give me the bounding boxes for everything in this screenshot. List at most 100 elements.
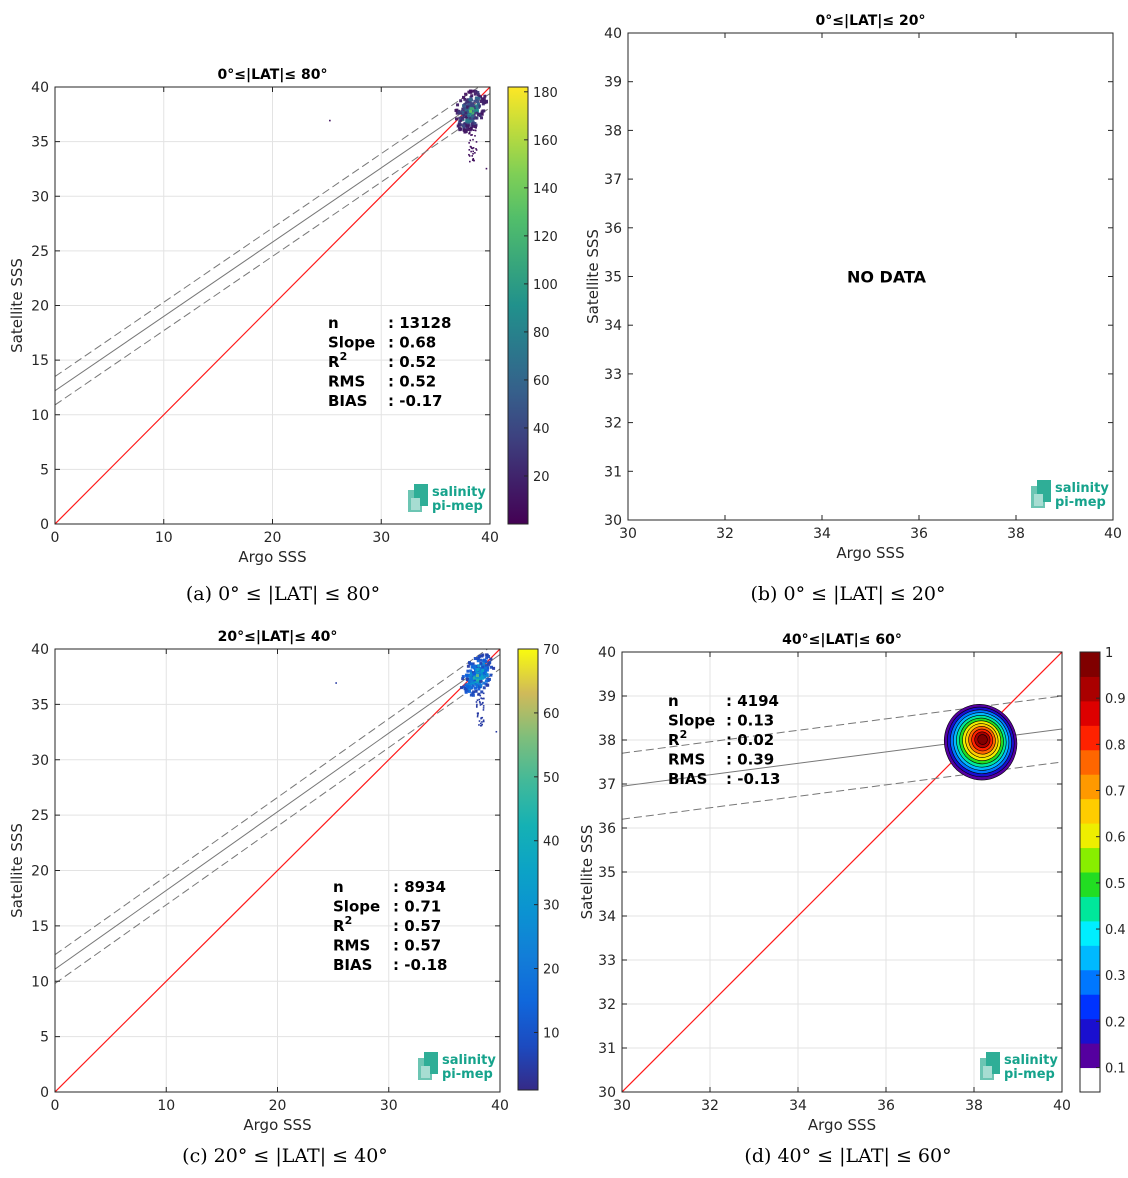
x-axis-label: Argo SSS bbox=[238, 548, 306, 566]
density-cell bbox=[481, 665, 485, 669]
density-cell bbox=[464, 129, 468, 133]
density-cell bbox=[475, 108, 479, 112]
density-cell bbox=[475, 685, 479, 689]
density-cell bbox=[468, 131, 471, 134]
density-cell bbox=[466, 113, 470, 117]
density-cell bbox=[473, 121, 477, 125]
density-cell bbox=[481, 721, 483, 723]
colorbar-tick-label: 70 bbox=[543, 643, 560, 658]
identity-line bbox=[55, 649, 500, 1092]
y-tick-label: 33 bbox=[598, 953, 616, 969]
y-tick-label: 10 bbox=[31, 408, 49, 424]
density-cell bbox=[477, 96, 481, 100]
density-cell bbox=[487, 661, 491, 665]
density-cell bbox=[455, 108, 459, 112]
density-cell bbox=[479, 679, 483, 683]
colorbar-tick-label: 40 bbox=[543, 835, 560, 850]
density-cell bbox=[466, 124, 470, 128]
density-cell bbox=[469, 160, 471, 163]
colorbar-tick-label: 0.5 bbox=[1105, 877, 1126, 892]
density-cell bbox=[476, 703, 478, 706]
density-cell bbox=[477, 656, 481, 660]
panel-title: 40°≤|LAT|≤ 60° bbox=[782, 632, 902, 648]
density-cell bbox=[470, 134, 472, 136]
density-cell bbox=[467, 673, 471, 677]
density-cell bbox=[467, 90, 471, 94]
y-tick-label: 40 bbox=[31, 642, 49, 658]
density-cell bbox=[478, 669, 482, 673]
density-cell bbox=[468, 116, 472, 120]
density-cell bbox=[475, 683, 479, 687]
density-cell bbox=[476, 714, 479, 716]
y-tick-label: 15 bbox=[31, 353, 49, 369]
density-cell bbox=[461, 116, 465, 120]
logo-text: salinity bbox=[442, 1053, 496, 1068]
colorbar-tick-label: 1 bbox=[1105, 646, 1113, 661]
stat-key-text: n bbox=[328, 314, 339, 332]
colorbar-tick-label: 20 bbox=[533, 470, 550, 485]
y-tick-label: 38 bbox=[604, 123, 622, 139]
density-cell bbox=[481, 703, 483, 706]
density-cell bbox=[478, 685, 482, 689]
density-cell bbox=[481, 676, 485, 680]
density-cell bbox=[476, 678, 480, 682]
stat-key-text: RMS bbox=[668, 751, 705, 769]
density-cell bbox=[466, 116, 470, 120]
density-cell bbox=[466, 664, 470, 668]
stat-key: RMS bbox=[668, 751, 705, 769]
density-cell bbox=[482, 707, 485, 709]
colorbar-tick-label: 0.3 bbox=[1105, 969, 1126, 984]
density-cell bbox=[471, 665, 475, 669]
y-axis-label: Satellite SSS bbox=[584, 229, 602, 324]
y-tick-label: 39 bbox=[598, 689, 616, 705]
density-cell bbox=[473, 99, 477, 103]
panel-c: 0 10 20 30 40 0 5 10 15 20 25 30 35 40 20°≤|LAT|≤ 40° A… bbox=[8, 629, 560, 1134]
density-cell bbox=[470, 114, 474, 118]
x-tick-label: 10 bbox=[155, 530, 173, 546]
density-cell bbox=[472, 138, 474, 141]
colorbar-tick-label: 0.9 bbox=[1105, 692, 1126, 707]
logo-text: pi-mep bbox=[432, 499, 483, 514]
density-cell bbox=[468, 679, 472, 683]
stat-key: Slope bbox=[328, 334, 375, 352]
density-cell bbox=[462, 124, 466, 128]
stat-key: R2 bbox=[668, 728, 687, 749]
colorbar-tick-label: 10 bbox=[543, 1026, 560, 1041]
density-cell bbox=[458, 116, 462, 120]
density-cell bbox=[472, 159, 475, 162]
density-cell bbox=[472, 147, 475, 149]
y-tick-label: 10 bbox=[31, 974, 49, 990]
stat-key-text: Slope bbox=[328, 334, 375, 352]
density-cell bbox=[483, 94, 487, 98]
density-cell bbox=[476, 90, 480, 94]
density-cell bbox=[470, 686, 474, 690]
density-cell bbox=[480, 116, 484, 120]
density-cell bbox=[473, 657, 477, 661]
density-cell bbox=[481, 697, 483, 700]
colorbar-segment bbox=[1080, 945, 1100, 971]
density-cell bbox=[482, 686, 486, 690]
density-cell bbox=[471, 134, 473, 136]
density-cell bbox=[459, 118, 463, 122]
density-cell bbox=[467, 102, 471, 106]
x-tick-label: 20 bbox=[269, 1098, 287, 1114]
density-cell bbox=[482, 705, 485, 707]
density-cell bbox=[475, 701, 478, 703]
y-tick-label: 32 bbox=[598, 997, 616, 1013]
density-cell bbox=[468, 153, 470, 156]
stat-key: n bbox=[668, 692, 679, 710]
density-cell bbox=[475, 141, 478, 143]
density-cell bbox=[466, 669, 470, 673]
density-cell bbox=[475, 105, 479, 109]
density-cell bbox=[485, 668, 489, 672]
confidence-line-upper bbox=[55, 649, 489, 956]
outlier-point bbox=[485, 167, 488, 170]
y-tick-label: 37 bbox=[598, 777, 616, 793]
density-cell bbox=[463, 97, 467, 101]
density-cell bbox=[473, 92, 477, 96]
y-tick-label: 31 bbox=[604, 464, 622, 480]
density-cell bbox=[475, 690, 478, 692]
colorbar-tick-label: 120 bbox=[533, 230, 558, 245]
